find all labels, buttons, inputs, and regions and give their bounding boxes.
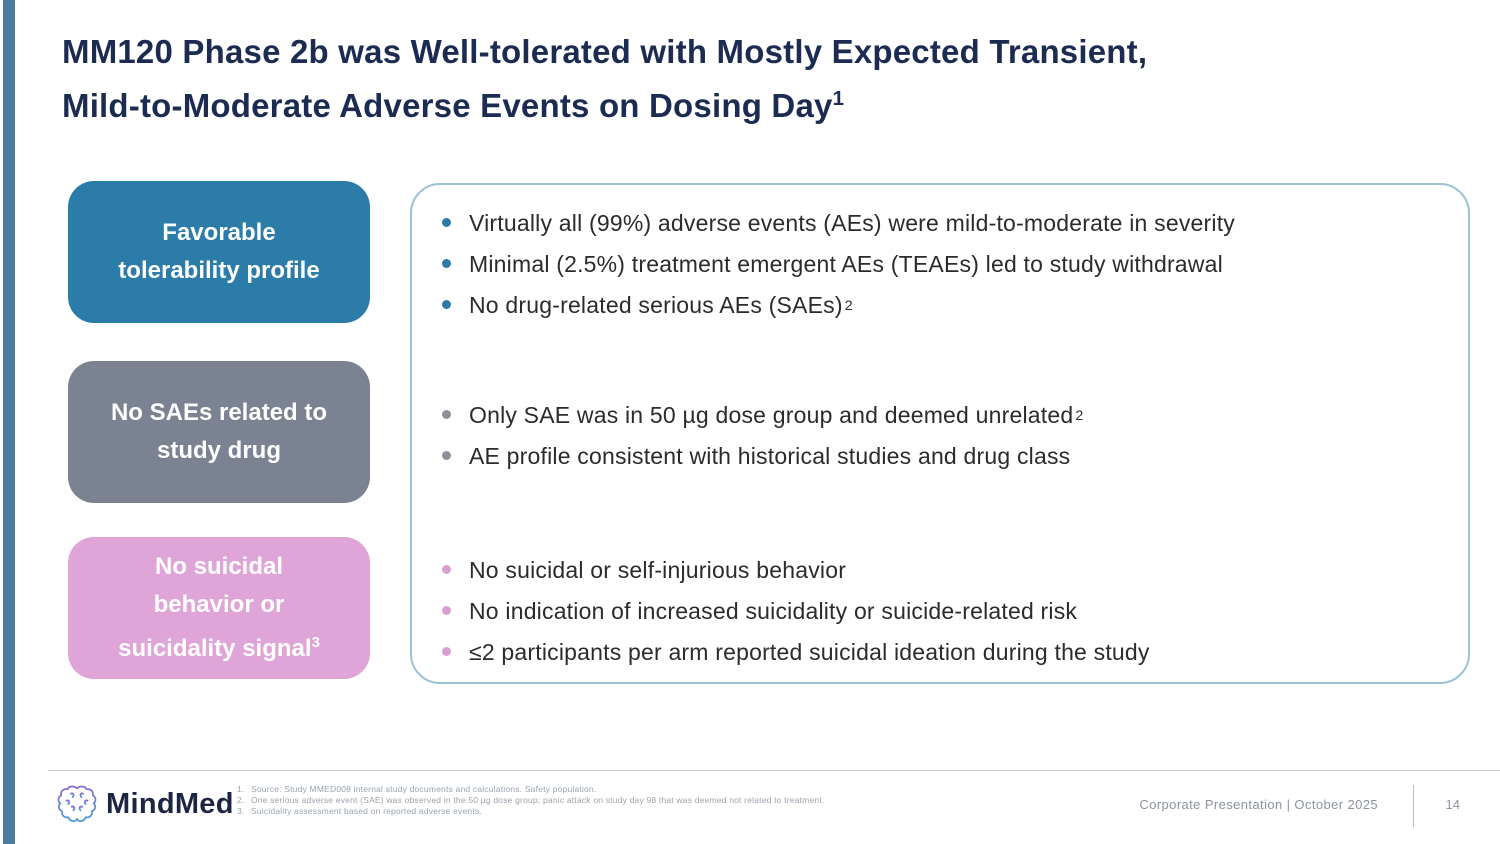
- bullet-panel: Virtually all (99%) adverse events (AEs)…: [410, 183, 1470, 684]
- list-item: No suicidal or self-injurious behavior: [412, 550, 1468, 591]
- bullet-group-tolerability: Virtually all (99%) adverse events (AEs)…: [412, 203, 1468, 326]
- bullet-superscript: 2: [1075, 407, 1084, 424]
- bullet-dot-icon: [442, 410, 451, 419]
- footnote: 1. Source: Study MMED008 internal study …: [237, 784, 824, 795]
- bullet-dot-icon: [442, 259, 451, 268]
- brain-icon: [57, 785, 97, 823]
- card-line: tolerability profile: [118, 257, 320, 284]
- page-number: 14: [1445, 797, 1460, 812]
- title-line1: MM120 Phase 2b was Well-tolerated with M…: [62, 33, 1148, 70]
- card-line: behavior or: [153, 591, 285, 618]
- bullet-group-suicidality: No suicidal or self-injurious behavior N…: [412, 550, 1468, 673]
- card-line: No suicidal: [154, 553, 284, 580]
- bullet-text: No suicidal or self-injurious behavior: [469, 557, 847, 583]
- list-item: Only SAE was in 50 µg dose group and dee…: [412, 395, 1468, 436]
- list-item: Virtually all (99%) adverse events (AEs)…: [412, 203, 1468, 244]
- page-title: MM120 Phase 2b was Well-tolerated with M…: [62, 28, 1147, 129]
- footnote-number: 2.: [237, 795, 245, 805]
- list-item: AE profile consistent with historical st…: [412, 436, 1468, 477]
- card-no-saes: No SAEs related to study drug: [68, 361, 370, 503]
- card-line: suicidality signal3: [118, 624, 320, 668]
- bullet-dot-icon: [442, 300, 451, 309]
- footer-vertical-divider: [1413, 785, 1414, 827]
- bullet-text: Only SAE was in 50 µg dose group and dee…: [469, 402, 1074, 428]
- bullet-text: No indication of increased suicidality o…: [469, 598, 1078, 624]
- footnotes: 1. Source: Study MMED008 internal study …: [237, 784, 824, 817]
- card-line-text: suicidality signal: [118, 635, 312, 662]
- bullet-group-saes: Only SAE was in 50 µg dose group and dee…: [412, 395, 1468, 477]
- list-item: No indication of increased suicidality o…: [412, 591, 1468, 632]
- list-item: Minimal (2.5%) treatment emergent AEs (T…: [412, 244, 1468, 285]
- bullet-text: Minimal (2.5%) treatment emergent AEs (T…: [469, 251, 1223, 277]
- bullet-text: No drug-related serious AEs (SAEs): [469, 292, 843, 318]
- footer: MindMed 1. Source: Study MMED008 interna…: [0, 771, 1500, 844]
- bullet-dot-icon: [442, 218, 451, 227]
- footnote-number: 3.: [237, 806, 245, 816]
- list-item: No drug-related serious AEs (SAEs) 2: [412, 285, 1468, 326]
- card-line: study drug: [157, 437, 281, 464]
- bullet-text: AE profile consistent with historical st…: [469, 443, 1071, 469]
- card-line: Favorable: [162, 219, 276, 246]
- bullet-dot-icon: [442, 606, 451, 615]
- footnote-number: 1.: [237, 784, 245, 794]
- footnote-text: One serious adverse event (SAE) was obse…: [251, 795, 825, 805]
- bullet-text: Virtually all (99%) adverse events (AEs)…: [469, 210, 1235, 236]
- card-superscript: 3: [311, 635, 320, 651]
- footnote: 3. Suicidality assessment based on repor…: [237, 806, 824, 817]
- card-favorable-tolerability: Favorable tolerability profile: [68, 181, 370, 323]
- brand-wordmark: MindMed: [106, 788, 234, 820]
- bullet-dot-icon: [442, 647, 451, 656]
- left-accent-bar: [3, 0, 15, 844]
- title-superscript: 1: [832, 87, 845, 110]
- footnote: 2. One serious adverse event (SAE) was o…: [237, 795, 824, 806]
- footnote-text: Suicidality assessment based on reported…: [251, 806, 482, 816]
- card-line: No SAEs related to: [110, 399, 328, 426]
- bullet-text: ≤2 participants per arm reported suicida…: [469, 639, 1150, 665]
- presentation-meta: Corporate Presentation | October 2025: [1139, 797, 1378, 812]
- list-item: ≤2 participants per arm reported suicida…: [412, 632, 1468, 673]
- bullet-superscript: 2: [844, 297, 853, 314]
- card-no-suicidal-signal: No suicidal behavior or suicidality sign…: [68, 537, 370, 679]
- footer-divider: [48, 770, 1500, 771]
- footnote-text: Source: Study MMED008 internal study doc…: [251, 784, 597, 794]
- bullet-dot-icon: [442, 565, 451, 574]
- bullet-dot-icon: [442, 451, 451, 460]
- title-line2: Mild-to-Moderate Adverse Events on Dosin…: [62, 87, 833, 124]
